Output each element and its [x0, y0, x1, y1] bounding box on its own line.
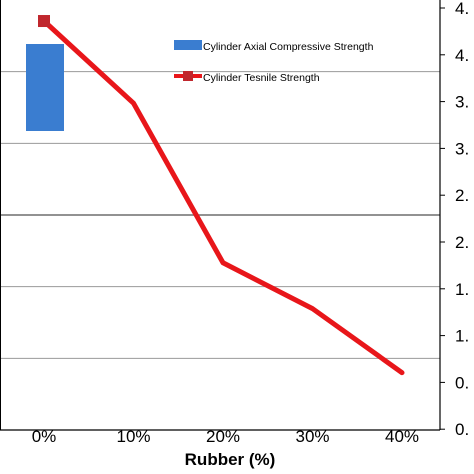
bar-series	[26, 44, 64, 131]
legend: Cylinder Axial Compressive Strength Cyli…	[174, 40, 374, 84]
x-tick-labels: 0% 10% 20% 30% 40%	[32, 427, 419, 446]
tensile-strength-line	[41, 18, 405, 376]
y2-tick-labels: 4. 4. 3. 3. 2. 2. 1. 1. 0. 0.	[455, 0, 469, 439]
y2-tick-label: 4.	[455, 46, 469, 65]
gridlines	[0, 71, 440, 359]
x-tick-label: 10%	[116, 427, 150, 446]
bar-0	[26, 44, 64, 131]
y2-tick-label: 3.	[455, 139, 469, 158]
legend-line-marker	[183, 71, 193, 81]
y2-tick-label: 1.	[455, 280, 469, 299]
x-tick-label: 40%	[385, 427, 419, 446]
y2-tick-label: 2.	[455, 186, 469, 205]
axes	[0, 0, 445, 431]
legend-bar-swatch	[174, 40, 202, 50]
y2-tick-label: 2.	[455, 233, 469, 252]
y2-tick-label: 1.	[455, 327, 469, 346]
x-tick-label: 0%	[32, 427, 57, 446]
legend-line-label: Cylinder Tesnile Strength	[203, 72, 320, 84]
legend-bar-label: Cylinder Axial Compressive Strength	[203, 41, 374, 53]
y2-tick-label: 4.	[455, 0, 469, 18]
line-series	[38, 15, 405, 376]
y2-tick-label: 0.	[455, 420, 469, 439]
y2-tick-label: 0.	[455, 373, 469, 392]
x-tick-label: 30%	[295, 427, 329, 446]
x-axis-title: Rubber (%)	[185, 450, 276, 469]
x-tick-label: 20%	[206, 427, 240, 446]
tensile-strength-marker-0	[38, 15, 50, 28]
y2-tick-label: 3.	[455, 93, 469, 112]
